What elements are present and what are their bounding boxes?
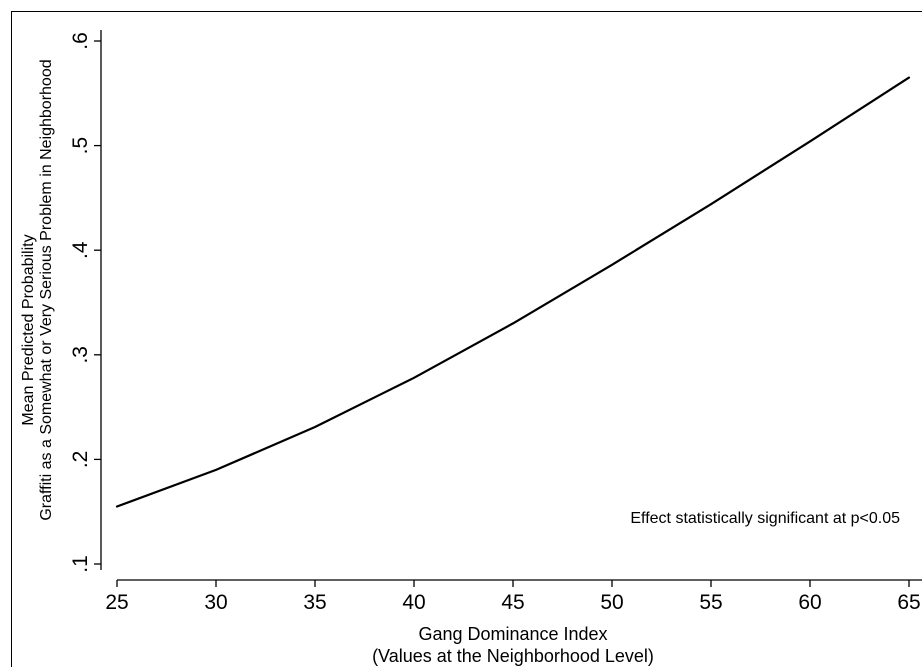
x-axis-title-line1: Gang Dominance Index xyxy=(418,624,607,644)
x-tick-label: 35 xyxy=(303,591,326,614)
y-tick-label: .1 xyxy=(69,555,92,573)
chart-frame xyxy=(11,11,922,667)
x-axis-title-line2: (Values at the Neighborhood Level) xyxy=(372,646,654,666)
x-tick-label: 50 xyxy=(600,591,623,614)
x-tick-label: 25 xyxy=(105,591,128,614)
significance-annotation: Effect statistically significant at p<0.… xyxy=(630,510,900,527)
x-tick-label: 65 xyxy=(897,591,920,614)
x-tick-label: 45 xyxy=(501,591,524,614)
y-tick-label: .3 xyxy=(69,346,92,364)
y-tick-label: .2 xyxy=(69,451,92,469)
y-axis: .1 .2 .3 .4 .5 .6 xyxy=(69,30,102,573)
series-layer xyxy=(115,76,911,508)
y-tick-label: .6 xyxy=(69,32,92,50)
y-axis-title-line1: Mean Predicted Probability xyxy=(20,234,37,425)
series-line xyxy=(115,76,911,508)
y-axis-title-line2: Graffiti as a Somewhat or Very Serious P… xyxy=(38,59,55,520)
y-tick-label: .4 xyxy=(69,241,92,259)
y-tick-label: .5 xyxy=(69,137,92,155)
x-tick-label: 60 xyxy=(798,591,821,614)
x-axis: 25 30 35 40 45 50 55 60 65 xyxy=(105,579,922,614)
x-tick-label: 55 xyxy=(699,591,722,614)
x-tick-label: 40 xyxy=(402,591,425,614)
x-tick-label: 30 xyxy=(204,591,227,614)
